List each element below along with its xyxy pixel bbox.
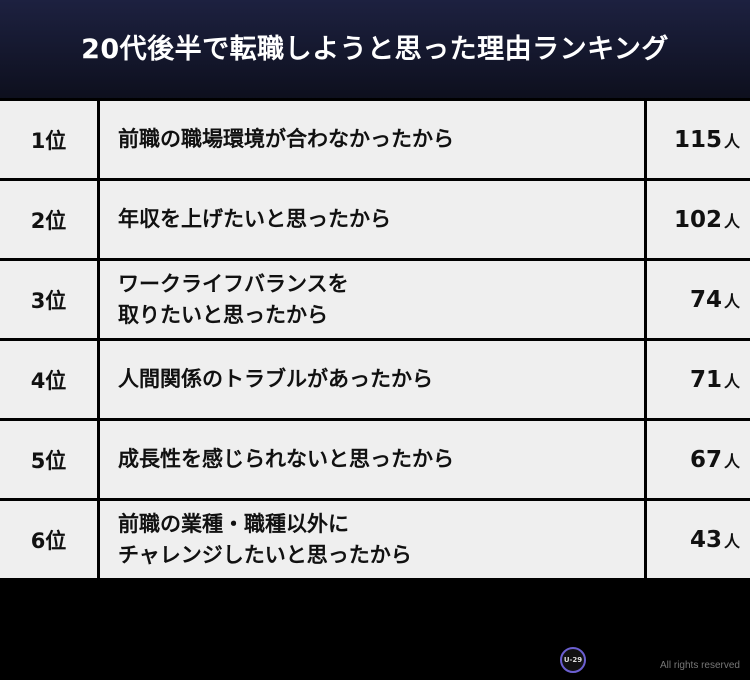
count-value: 102 [673,206,722,233]
reason-cell: 前職の業種・職種以外に チャレンジしたいと思ったから [100,501,647,578]
count-value: 74 [689,286,722,313]
header-banner: 20代後半で転職しようと思った理由ランキング [0,0,750,100]
rank-cell: 1位 [0,101,100,178]
rank-cell: 3位 [0,261,100,338]
rank-cell: 4位 [0,341,100,418]
count-cell: 115 人 [647,101,750,178]
count-cell: 71 人 [647,341,750,418]
table-row: 5位 成長性を感じられないと思ったから 67 人 [0,421,750,501]
count-value: 115 [673,126,722,153]
reason-cell: 成長性を感じられないと思ったから [100,421,647,498]
reason-cell: 年収を上げたいと思ったから [100,181,647,258]
count-cell: 102 人 [647,181,750,258]
count-value: 43 [689,526,722,553]
copyright-text: All rights reserved [659,660,740,671]
footer [0,580,750,680]
count-unit: 人 [723,131,740,151]
rank-cell: 2位 [0,181,100,258]
count-unit: 人 [723,291,740,311]
chart-title: 20代後半で転職しようと思った理由ランキング [81,33,669,65]
count-value: 67 [689,446,722,473]
reason-cell: ワークライフバランスを 取りたいと思ったから [100,261,647,338]
table-row: 2位 年収を上げたいと思ったから 102 人 [0,181,750,261]
count-unit: 人 [723,531,740,551]
rank-cell: 5位 [0,421,100,498]
table-row: 6位 前職の業種・職種以外に チャレンジしたいと思ったから 43 人 [0,501,750,581]
logo-icon: U-29 [560,647,586,673]
table-row: 4位 人間関係のトラブルがあったから 71 人 [0,341,750,421]
count-cell: 74 人 [647,261,750,338]
table-row: 1位 前職の職場環境が合わなかったから 115 人 [0,101,750,181]
count-value: 71 [689,366,722,393]
count-cell: 43 人 [647,501,750,578]
count-unit: 人 [723,211,740,231]
reason-cell: 前職の職場環境が合わなかったから [100,101,647,178]
rank-cell: 6位 [0,501,100,578]
table-row: 3位 ワークライフバランスを 取りたいと思ったから 74 人 [0,261,750,341]
count-cell: 67 人 [647,421,750,498]
count-unit: 人 [723,451,740,471]
count-unit: 人 [723,371,740,391]
reason-cell: 人間関係のトラブルがあったから [100,341,647,418]
ranking-table: 1位 前職の職場環境が合わなかったから 115 人 2位 年収を上げたいと思ったか… [0,98,750,581]
